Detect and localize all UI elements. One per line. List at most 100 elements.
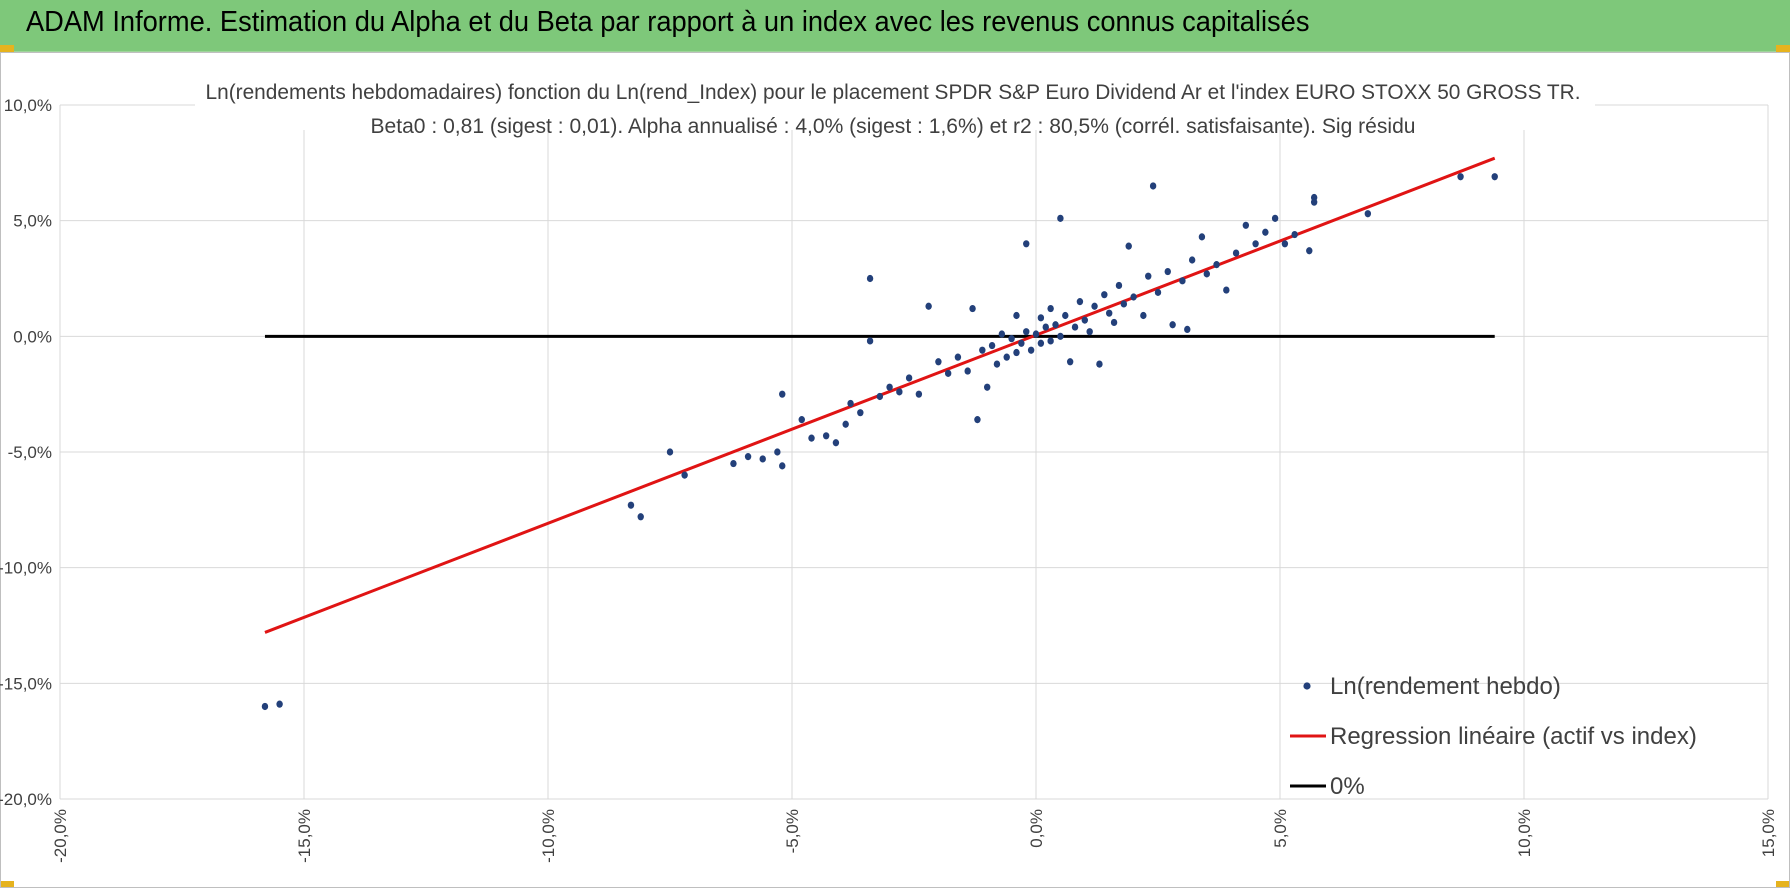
scatter-point bbox=[798, 416, 805, 424]
scatter-point bbox=[944, 369, 952, 377]
scatter-point bbox=[1213, 261, 1220, 269]
scatter-point bbox=[1291, 230, 1298, 239]
y-tick-label: -20,0% bbox=[0, 790, 52, 809]
x-tick-label: -15,0% bbox=[295, 809, 314, 863]
scatter-point bbox=[876, 392, 884, 401]
scatter-point bbox=[984, 383, 991, 391]
scatter-point bbox=[1047, 337, 1054, 345]
scatter-point bbox=[627, 501, 635, 509]
scatter-point bbox=[998, 330, 1006, 338]
corner-marker-top-right bbox=[1776, 45, 1790, 52]
scatter-point bbox=[822, 432, 830, 440]
scatter-point bbox=[915, 390, 923, 398]
scatter-point bbox=[276, 700, 283, 708]
scatter-point bbox=[1106, 309, 1113, 317]
scatter-point bbox=[1076, 298, 1084, 306]
scatter-point bbox=[666, 448, 674, 456]
x-tick-label: 10,0% bbox=[1515, 809, 1534, 857]
scatter-point bbox=[1145, 272, 1152, 280]
scatter-point bbox=[1271, 214, 1279, 222]
scatter-point bbox=[1140, 311, 1147, 320]
x-axis-ticks: -20,0% -15,0% -10,0% -5,0% 0,0% 5,0% 10,0% 15,0… bbox=[51, 809, 1778, 863]
scatter-point bbox=[779, 462, 786, 470]
header-banner: ADAM Informe. Estimation du Alpha et du … bbox=[0, 0, 1790, 52]
y-tick-label: -10,0% bbox=[0, 559, 52, 578]
y-tick-label: 0,0% bbox=[13, 327, 52, 346]
scatter-point bbox=[974, 416, 981, 424]
scatter-point bbox=[1125, 242, 1132, 250]
scatter-point bbox=[1457, 173, 1464, 181]
scatter-point bbox=[954, 353, 962, 361]
scatter-point bbox=[1023, 240, 1030, 248]
x-tick-label: 5,0% bbox=[1271, 809, 1290, 848]
banner-title: ADAM Informe. Estimation du Alpha et du … bbox=[26, 6, 1310, 38]
x-tick-label: 0,0% bbox=[1027, 809, 1046, 848]
y-tick-label: 10,0% bbox=[4, 96, 52, 115]
scatter-point bbox=[1013, 348, 1020, 357]
scatter-point bbox=[730, 459, 737, 468]
scatter-point bbox=[1120, 300, 1128, 308]
scatter-point bbox=[744, 453, 752, 461]
scatter-point bbox=[935, 358, 942, 366]
scatter-point bbox=[988, 341, 996, 350]
x-tick-label: -10,0% bbox=[539, 809, 558, 863]
scatter-point bbox=[1047, 304, 1054, 313]
scatter-point bbox=[1130, 293, 1137, 301]
scatter-point bbox=[1086, 328, 1093, 336]
scatter-point bbox=[1262, 228, 1269, 236]
scatter-point bbox=[779, 390, 786, 398]
scatter-point bbox=[261, 702, 269, 711]
scatter-point bbox=[1242, 221, 1250, 229]
scatter-point bbox=[1184, 325, 1191, 333]
scatter-point bbox=[1306, 247, 1313, 255]
y-tick-label: -5,0% bbox=[8, 443, 52, 462]
scatter-point bbox=[1091, 302, 1098, 310]
scatter-point bbox=[1223, 286, 1230, 294]
scatter-point bbox=[1037, 339, 1045, 347]
x-tick-label: -5,0% bbox=[783, 809, 802, 853]
legend-label: 0% bbox=[1330, 773, 1365, 800]
scatter-points bbox=[261, 173, 1498, 711]
scatter-point bbox=[1154, 288, 1162, 296]
scatter-point bbox=[979, 346, 986, 354]
scatter-point bbox=[1081, 316, 1089, 324]
scatter-point bbox=[969, 304, 976, 313]
scatter-point bbox=[847, 399, 854, 408]
scatter-point bbox=[759, 455, 766, 463]
scatter-point bbox=[1364, 210, 1372, 218]
scatter-point bbox=[993, 360, 1001, 368]
scatter-point bbox=[1096, 360, 1103, 368]
scatter-point bbox=[1179, 277, 1186, 285]
chart-subtitle: Beta0 : 0,81 (sigest : 0,01). Alpha annu… bbox=[371, 115, 1416, 138]
scatter-point bbox=[1052, 321, 1059, 329]
scatter-point bbox=[1110, 318, 1118, 327]
scatter-point bbox=[896, 388, 903, 396]
scatter-point bbox=[774, 448, 781, 456]
scatter-point bbox=[808, 434, 815, 442]
corner-marker-top-left bbox=[0, 45, 14, 52]
scatter-point bbox=[1281, 240, 1289, 248]
scatter-point bbox=[681, 471, 688, 479]
scatter-point bbox=[1027, 346, 1035, 354]
scatter-point bbox=[1003, 353, 1010, 361]
scatter-point bbox=[1491, 173, 1498, 181]
legend-marker-scatter bbox=[1303, 682, 1311, 690]
scatter-point bbox=[842, 420, 849, 428]
scatter-point bbox=[1071, 323, 1079, 331]
scatter-point bbox=[1013, 311, 1020, 320]
scatter-point bbox=[1115, 281, 1123, 290]
x-tick-label: 15,0% bbox=[1759, 809, 1778, 857]
scatter-point bbox=[925, 302, 932, 310]
scatter-point bbox=[1062, 311, 1069, 320]
y-tick-label: -15,0% bbox=[0, 674, 52, 693]
scatter-point bbox=[1008, 335, 1015, 343]
legend-label: Ln(rendement hebdo) bbox=[1330, 673, 1561, 700]
scatter-point bbox=[1018, 339, 1025, 347]
scatter-point bbox=[886, 383, 893, 391]
scatter-point bbox=[1252, 240, 1259, 248]
scatter-point bbox=[1042, 323, 1049, 331]
corner-marker-bottom-right bbox=[1776, 881, 1790, 888]
scatter-point bbox=[1188, 256, 1196, 264]
scatter-point bbox=[1164, 267, 1171, 276]
